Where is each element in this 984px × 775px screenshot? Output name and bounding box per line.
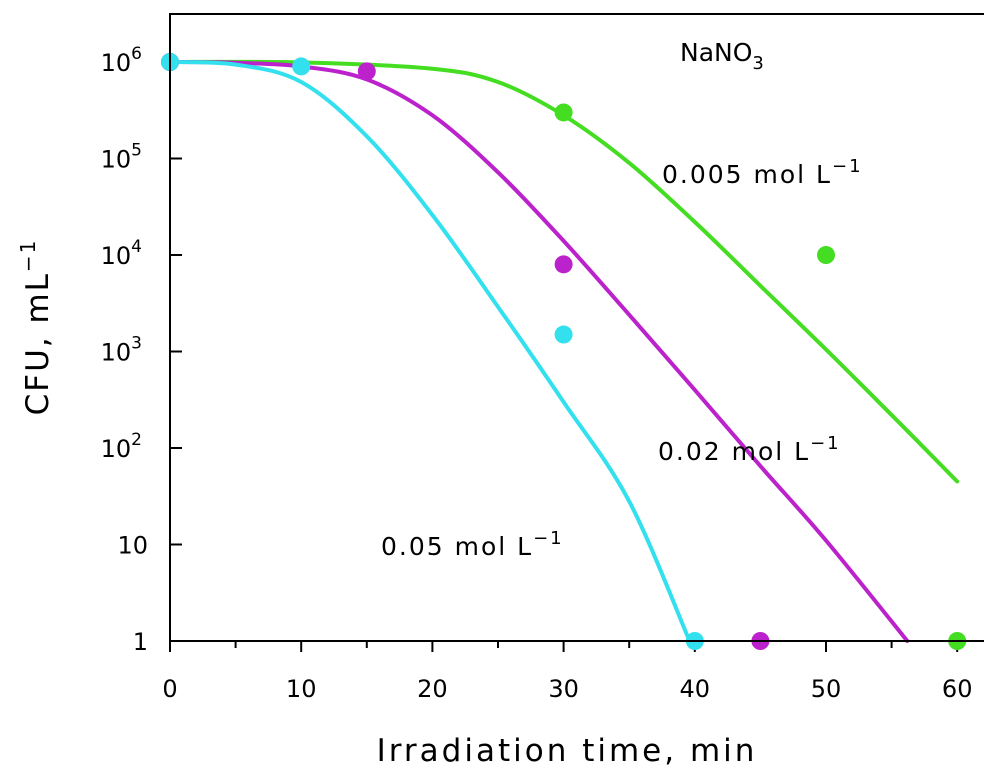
data-point-series-0	[817, 246, 835, 264]
y-tick-exponent: 3	[131, 334, 142, 354]
y-tick-label: 106	[101, 44, 142, 77]
y-tick-base: 1	[133, 628, 148, 656]
y-tick-base: 10	[101, 339, 132, 367]
series-label-0.02-text: 0.02 mol L	[658, 437, 810, 466]
series-label-0.005: 0.005 mol L−1	[662, 156, 863, 189]
header-annotation-subscript: 3	[752, 53, 763, 74]
y-tick-exponent: 4	[131, 237, 142, 257]
series-label-0.02: 0.02 mol L−1	[658, 433, 841, 466]
data-point-series-1	[357, 62, 376, 81]
fit-curves	[168, 59, 960, 643]
fit-line-series-2	[168, 60, 692, 643]
series-label-0.005-superscript: −1	[832, 156, 863, 177]
y-tick-label: 10	[117, 532, 148, 560]
y-tick-label: 103	[101, 334, 142, 367]
y-tick-base: 10	[117, 532, 148, 560]
plot-frame	[169, 13, 984, 642]
x-axis-title: Irradiation time, min	[377, 733, 758, 769]
series-label-0.05-superscript: −1	[533, 528, 564, 549]
header-annotation: NaNO3	[680, 38, 764, 74]
series-label-0.005-text: 0.005 mol L	[662, 160, 832, 189]
x-tick-labels: 0 10 20 30 40 50 60	[162, 675, 972, 703]
y-tick-base: 10	[101, 146, 132, 174]
y-axis-title: CFU, mL−1	[16, 239, 56, 416]
header-annotation-text: NaNO	[680, 38, 752, 67]
x-tick-label: 0	[162, 675, 177, 703]
y-tick-exponent: 6	[131, 44, 142, 64]
fit-line-series-1	[168, 60, 910, 643]
x-tick-label: 60	[942, 675, 973, 703]
y-tick-label: 105	[101, 141, 142, 174]
y-tick-exponent: 2	[131, 430, 142, 450]
y-tick-label: 104	[101, 237, 142, 270]
x-tick-label: 20	[417, 675, 448, 703]
series-label-0.05-text: 0.05 mol L	[381, 532, 533, 561]
data-points	[161, 53, 967, 650]
series-label-0.02-superscript: −1	[810, 433, 841, 454]
x-tick-label: 40	[680, 675, 711, 703]
x-tick-label: 50	[811, 675, 842, 703]
y-axis-title-superscript: −1	[16, 239, 40, 272]
y-axis-title-main: CFU, mL	[20, 272, 56, 415]
data-point-series-2	[292, 57, 311, 76]
y-tick-exponent: 5	[131, 141, 142, 161]
y-tick-label: 102	[101, 430, 142, 463]
data-point-series-2	[554, 325, 573, 344]
y-tick-base: 10	[101, 435, 132, 463]
x-tick-label: 10	[286, 675, 317, 703]
series-label-0.05: 0.05 mol L−1	[381, 528, 564, 561]
data-point-series-0	[554, 103, 573, 122]
data-point-series-1	[554, 255, 573, 274]
y-tick-base: 10	[101, 242, 132, 270]
x-tick-label: 30	[548, 675, 579, 703]
axis-ticks	[169, 61, 959, 652]
y-tick-base: 10	[101, 49, 132, 77]
y-tick-label: 1	[133, 628, 148, 656]
